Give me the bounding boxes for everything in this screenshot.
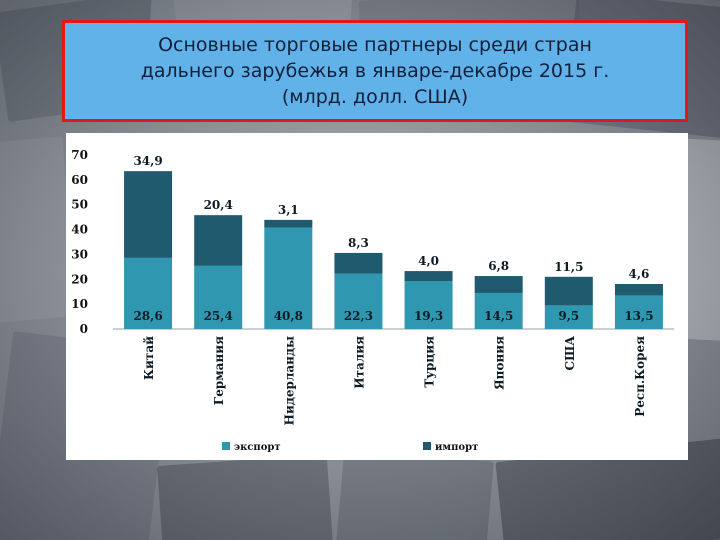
export-value-label: 13,5 bbox=[624, 309, 653, 323]
export-value-label: 22,3 bbox=[344, 309, 373, 323]
export-value-label: 19,3 bbox=[414, 309, 443, 323]
category-label: Италия bbox=[352, 336, 366, 389]
legend-swatch-import bbox=[423, 442, 431, 450]
category-label: Респ.Корея bbox=[633, 336, 647, 417]
category-label: Нидерланды bbox=[282, 336, 296, 425]
y-tick-label: 0 bbox=[80, 322, 88, 336]
chart-panel: 0 10 20 30 40 50 60 70 28,6 34,9 Китай 25,4 20,4 Герм… bbox=[66, 133, 688, 460]
legend-label-export: экспорт bbox=[234, 442, 281, 453]
y-tick-label: 30 bbox=[71, 247, 88, 261]
import-value-label: 8,3 bbox=[348, 236, 369, 250]
slide-title: Основные торговые партнеры среди стран д… bbox=[140, 34, 610, 108]
category-label: Турция bbox=[423, 336, 437, 388]
export-value-label: 9,5 bbox=[558, 309, 579, 323]
bar-export-7 bbox=[614, 295, 663, 329]
import-value-label: 4,0 bbox=[418, 254, 439, 268]
category-label: Германия bbox=[212, 336, 226, 405]
import-value-label: 20,4 bbox=[204, 198, 233, 212]
export-value-label: 28,6 bbox=[133, 309, 162, 323]
export-value-label: 25,4 bbox=[204, 309, 233, 323]
import-value-label: 11,5 bbox=[554, 260, 583, 274]
bar-import-4 bbox=[404, 271, 453, 282]
y-tick-label: 70 bbox=[71, 148, 88, 162]
import-value-label: 6,8 bbox=[488, 259, 509, 273]
bar-import-1 bbox=[194, 215, 243, 266]
y-tick-label: 20 bbox=[71, 272, 88, 286]
import-value-label: 3,1 bbox=[278, 203, 299, 217]
category-label: Япония bbox=[493, 336, 507, 390]
bar-export-1 bbox=[194, 265, 243, 329]
export-value-label: 40,8 bbox=[274, 309, 303, 323]
bar-export-6 bbox=[544, 305, 593, 329]
import-value-label: 34,9 bbox=[133, 154, 162, 168]
stacked-bar-chart: 0 10 20 30 40 50 60 70 28,6 34,9 Китай 25,4 20,4 Герм… bbox=[71, 148, 674, 453]
legend-label-import: импорт bbox=[435, 442, 478, 453]
category-label: Китай bbox=[142, 336, 156, 380]
y-tick-label: 40 bbox=[71, 223, 88, 237]
bar-export-5 bbox=[474, 292, 523, 329]
y-tick-label: 10 bbox=[71, 297, 88, 311]
bar-import-5 bbox=[474, 276, 523, 293]
bar-export-3 bbox=[334, 273, 383, 329]
bar-import-0 bbox=[124, 171, 173, 258]
bar-import-6 bbox=[544, 276, 593, 306]
bar-export-4 bbox=[404, 281, 453, 329]
slide-title-box: Основные торговые партнеры среди стран д… bbox=[62, 20, 688, 122]
export-value-label: 14,5 bbox=[484, 309, 513, 323]
y-tick-label: 50 bbox=[71, 198, 88, 212]
y-tick-label: 60 bbox=[71, 173, 88, 187]
category-label: США bbox=[563, 336, 577, 371]
legend-swatch-export bbox=[222, 442, 230, 450]
import-value-label: 4,6 bbox=[628, 267, 649, 281]
bar-import-2 bbox=[264, 219, 313, 228]
bar-export-0 bbox=[124, 257, 173, 329]
bar-export-2 bbox=[264, 227, 313, 329]
bar-import-3 bbox=[334, 252, 383, 274]
bar-import-7 bbox=[614, 284, 663, 296]
